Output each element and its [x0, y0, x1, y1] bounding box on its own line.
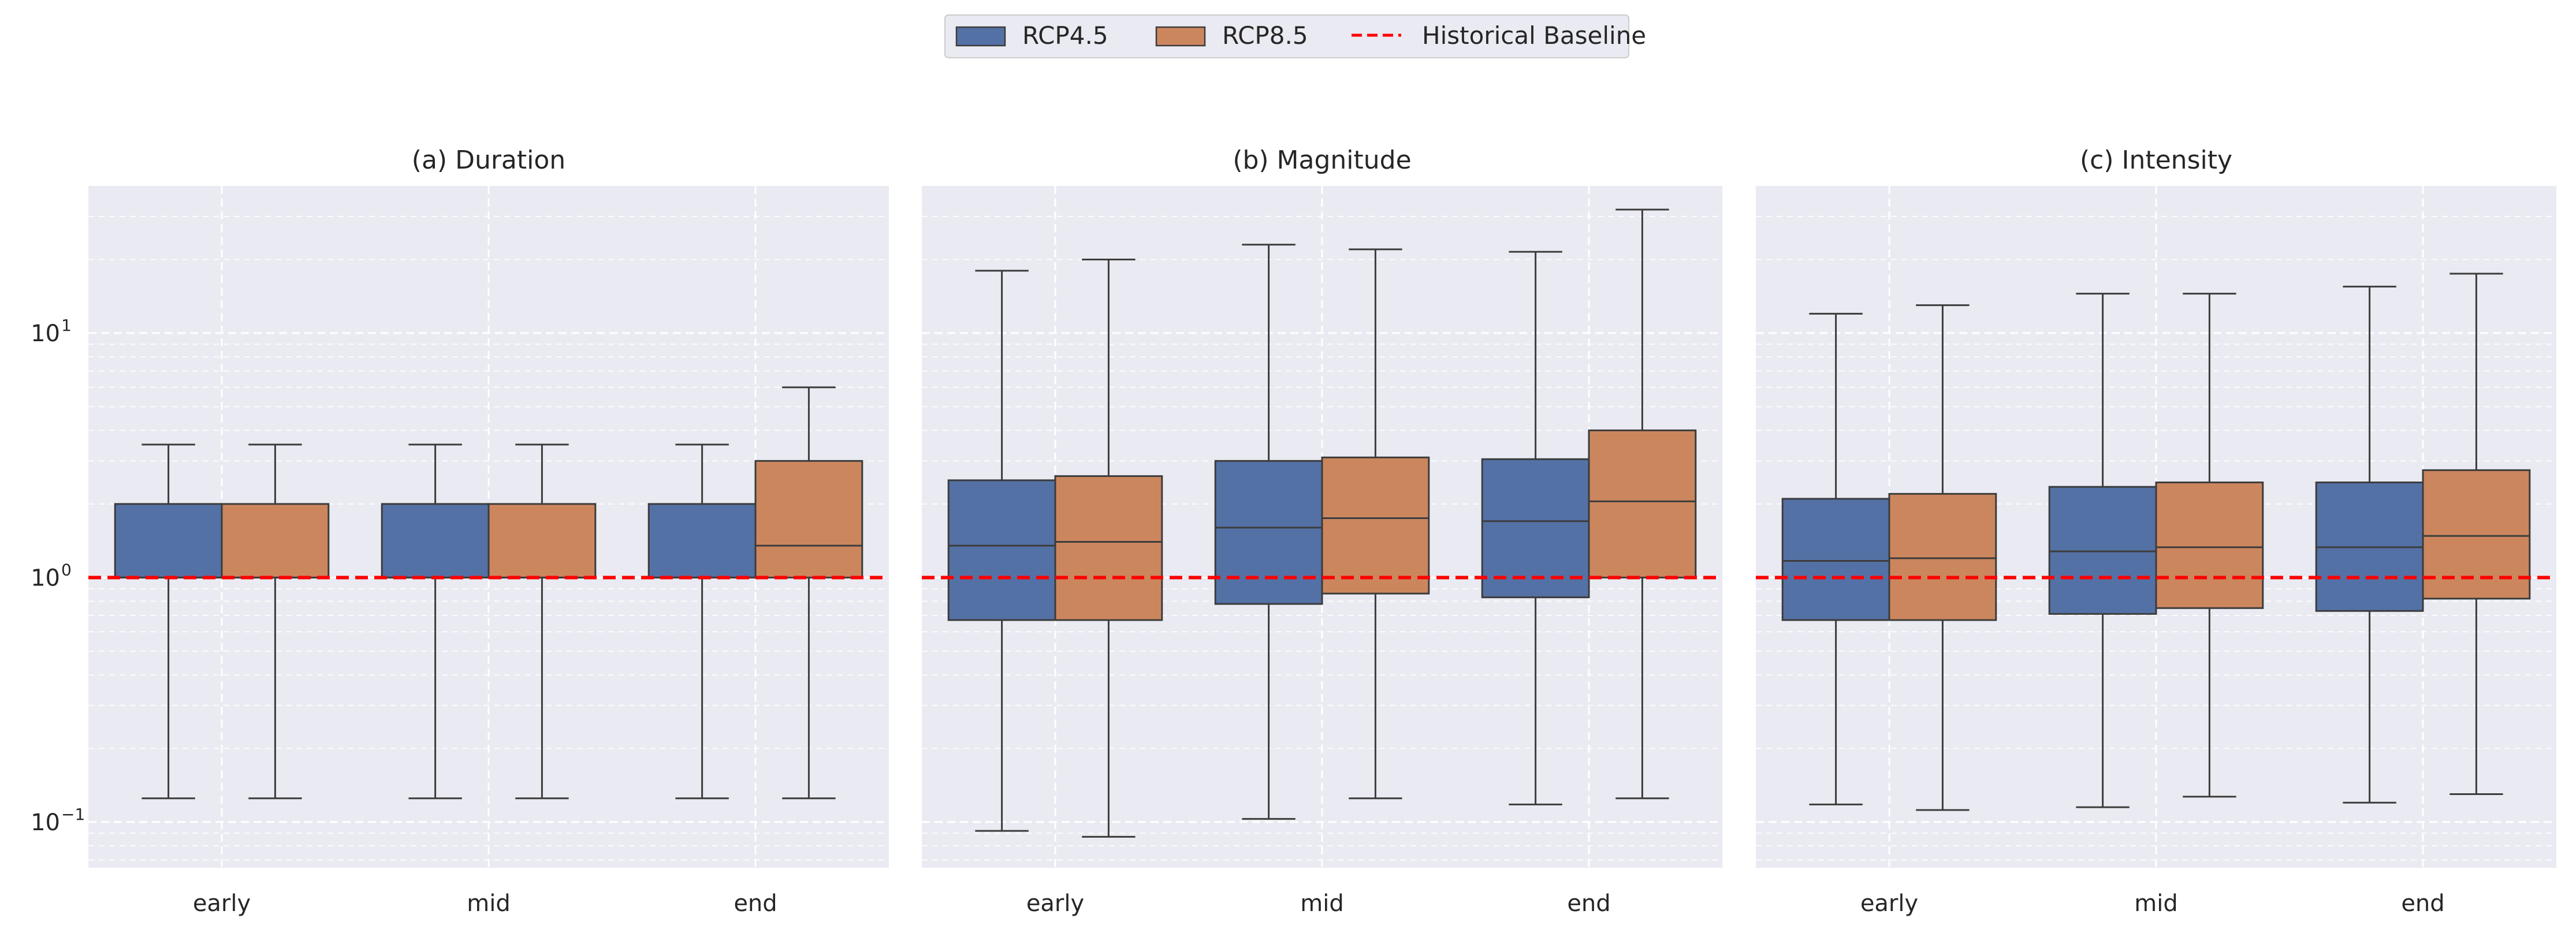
box-rcp45-mid — [2048, 293, 2157, 808]
box-iqr — [2048, 486, 2157, 615]
box-iqr — [2422, 469, 2531, 600]
box-rcp85-early — [221, 443, 330, 800]
box-iqr — [1321, 456, 1430, 595]
panel-title: (c) Intensity — [2080, 145, 2232, 175]
box-rcp85-mid — [2155, 293, 2264, 798]
box-iqr — [647, 503, 757, 579]
box-rcp85-mid — [487, 443, 597, 800]
y-tick-label: 10 — [31, 320, 60, 347]
y-tick-label: 10 — [31, 565, 60, 591]
x-tick-label: mid — [2134, 890, 2177, 917]
box-iqr — [1781, 498, 1890, 621]
box-rcp45-end — [647, 443, 757, 800]
box-iqr — [487, 503, 597, 579]
box-rcp45-end — [1481, 251, 1590, 805]
box-iqr — [1054, 475, 1163, 621]
y-tick-label: 10 — [31, 809, 60, 836]
panel-3: (c) Intensity early mid end — [1756, 145, 2556, 917]
box-iqr — [1588, 429, 1697, 579]
legend-label-baseline: Historical Baseline — [1422, 21, 1646, 50]
y-tick-exponent: 0 — [61, 560, 72, 579]
legend-swatch-rcp45 — [955, 26, 1006, 47]
legend-frame — [944, 14, 1629, 58]
y-tick-exponent: −1 — [61, 805, 85, 824]
x-tick-label: early — [193, 890, 251, 917]
box-iqr — [1481, 458, 1590, 599]
panel-title: (b) Magnitude — [1233, 145, 1411, 175]
box-iqr — [381, 503, 490, 579]
box-rcp85-end — [1588, 208, 1697, 800]
box-iqr — [221, 503, 330, 579]
x-tick-label: mid — [467, 890, 510, 917]
panel-2: (b) Magnitude early mid end — [922, 145, 1722, 917]
y-tick-exponent: 1 — [61, 316, 72, 335]
box-rcp85-end — [754, 386, 863, 800]
x-tick-label: end — [2401, 890, 2444, 917]
box-rcp45-early — [947, 270, 1056, 832]
panel-title: (a) Duration — [412, 145, 565, 175]
box-iqr — [2155, 482, 2264, 609]
x-tick-label: end — [1567, 890, 1610, 917]
box-rcp45-early — [1781, 312, 1890, 805]
box-iqr — [754, 460, 863, 579]
x-tick-label: mid — [1300, 890, 1343, 917]
legend-label-rcp45: RCP4.5 — [1022, 21, 1108, 50]
box-rcp45-early — [114, 443, 223, 800]
box-iqr — [947, 479, 1056, 621]
box-rcp85-early — [1888, 304, 1997, 811]
box-iqr — [1888, 492, 1997, 621]
x-tick-label: early — [1860, 890, 1918, 917]
box-rcp45-mid — [1214, 244, 1323, 820]
legend: RCP4.5 RCP8.5 Historical Baseline — [944, 14, 1646, 58]
box-iqr — [114, 503, 223, 579]
legend-swatch-rcp85 — [1155, 26, 1206, 47]
x-tick-label: end — [734, 890, 777, 917]
legend-label-rcp85: RCP8.5 — [1222, 21, 1308, 50]
x-tick-label: early — [1026, 890, 1084, 917]
box-rcp85-early — [1054, 258, 1163, 838]
box-rcp45-end — [2315, 285, 2424, 804]
box-iqr — [1214, 460, 1323, 605]
box-rcp85-mid — [1321, 248, 1430, 800]
